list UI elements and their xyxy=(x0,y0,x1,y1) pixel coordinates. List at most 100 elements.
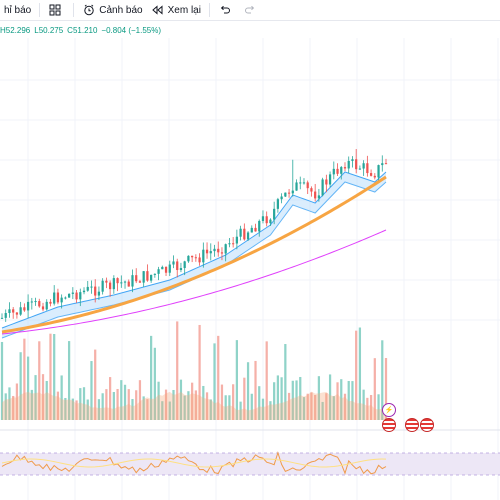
candle-body xyxy=(243,228,246,240)
volume-bar xyxy=(75,400,78,420)
volume-bar xyxy=(71,398,74,420)
volume-bar xyxy=(86,399,89,420)
volume-bar xyxy=(15,383,19,420)
candle-body xyxy=(258,220,261,232)
volume-bar xyxy=(235,340,238,420)
candle-body xyxy=(56,292,60,303)
candle-body xyxy=(8,309,11,314)
candle-body xyxy=(150,274,153,281)
volume-bar xyxy=(135,390,138,420)
candle-body xyxy=(79,292,82,300)
volume-bar xyxy=(369,394,373,420)
volume-bar xyxy=(202,385,205,420)
replay-label: Xem lại xyxy=(167,4,201,16)
candle-body xyxy=(131,275,134,287)
candle-body xyxy=(164,266,168,273)
volume-bar xyxy=(108,377,112,420)
rsi-band xyxy=(0,453,500,475)
indicators-label: hỉ báo xyxy=(4,4,32,16)
volume-bar xyxy=(49,333,52,420)
candle-body xyxy=(142,271,145,283)
volume-bar xyxy=(351,381,354,420)
candle-body xyxy=(41,306,45,310)
candle-body xyxy=(373,175,376,178)
candle-body xyxy=(64,297,67,299)
ema-band-fill xyxy=(2,172,386,338)
candle-body xyxy=(362,163,365,169)
candle-body xyxy=(310,188,313,192)
candle-body xyxy=(15,312,19,315)
redo-icon xyxy=(243,3,257,17)
candle-body xyxy=(336,168,339,174)
replay-icon xyxy=(151,3,165,17)
volume-bar xyxy=(239,401,242,420)
legend-high: H52.296 xyxy=(0,26,31,35)
templates-button[interactable] xyxy=(44,0,69,20)
volume-ma-area xyxy=(2,391,386,420)
volume-bar xyxy=(19,352,22,420)
volume-bar xyxy=(291,380,294,420)
candle-body xyxy=(123,281,127,283)
candle-body xyxy=(38,301,41,307)
candle-body xyxy=(202,249,205,263)
candle-body xyxy=(343,167,347,169)
candle-body xyxy=(269,219,272,224)
volume-bar xyxy=(41,374,45,420)
candle-body xyxy=(26,301,30,311)
alert-button[interactable]: Cảnh báo xyxy=(78,0,146,20)
candle-body xyxy=(235,236,238,244)
volume-bar xyxy=(276,375,280,420)
volume-bar xyxy=(127,389,130,420)
candle-body xyxy=(276,199,280,209)
candle-body xyxy=(82,290,86,293)
volume-bar xyxy=(228,395,231,420)
lightning-icon[interactable]: ⚡ xyxy=(382,403,396,417)
volume-bar xyxy=(209,399,212,420)
volume-bar xyxy=(79,388,82,420)
volume-bar xyxy=(23,338,26,420)
volume-bar xyxy=(53,334,56,420)
price-chart[interactable] xyxy=(0,20,500,500)
redo-button[interactable] xyxy=(239,0,264,20)
toolbar-divider xyxy=(73,3,75,17)
volume-bar xyxy=(246,362,250,420)
volume-bar xyxy=(343,393,347,420)
volume-bar xyxy=(12,395,15,420)
candle-body xyxy=(135,275,138,282)
volume-bar xyxy=(161,401,164,420)
volume-bar xyxy=(56,391,60,420)
candle-body xyxy=(75,292,78,300)
candle-body xyxy=(127,281,130,287)
candle-body xyxy=(172,261,175,265)
volume-bar xyxy=(347,380,350,420)
volume-bar xyxy=(261,398,265,420)
candle-body xyxy=(45,301,48,310)
volume-bar xyxy=(153,347,156,420)
candle-body xyxy=(328,174,332,185)
volume-bar xyxy=(213,343,216,420)
volume-bar xyxy=(164,389,168,420)
candle-body xyxy=(97,291,101,296)
volume-bar xyxy=(123,384,127,420)
replay-button[interactable]: Xem lại xyxy=(147,0,205,20)
us-flag-icon[interactable] xyxy=(420,418,434,432)
us-flag-icon[interactable] xyxy=(405,418,419,432)
volume-bar xyxy=(45,380,48,420)
candle-body xyxy=(187,255,190,262)
candle-body xyxy=(67,293,71,298)
volume-bar xyxy=(34,375,37,420)
indicators-button[interactable]: hỉ báo xyxy=(0,0,35,20)
us-flag-icon[interactable] xyxy=(382,418,396,432)
candle-body xyxy=(209,251,212,254)
candle-body xyxy=(299,182,302,184)
undo-button[interactable] xyxy=(214,0,239,20)
volume-bar xyxy=(299,376,302,420)
toolbar-divider xyxy=(39,3,41,17)
candle-body xyxy=(273,208,276,220)
candle-body xyxy=(138,281,142,283)
volume-bar xyxy=(258,386,261,420)
volume-bar xyxy=(105,389,108,420)
volume-bar xyxy=(142,396,145,420)
volume-bar xyxy=(220,384,224,420)
candle-body xyxy=(183,261,186,269)
